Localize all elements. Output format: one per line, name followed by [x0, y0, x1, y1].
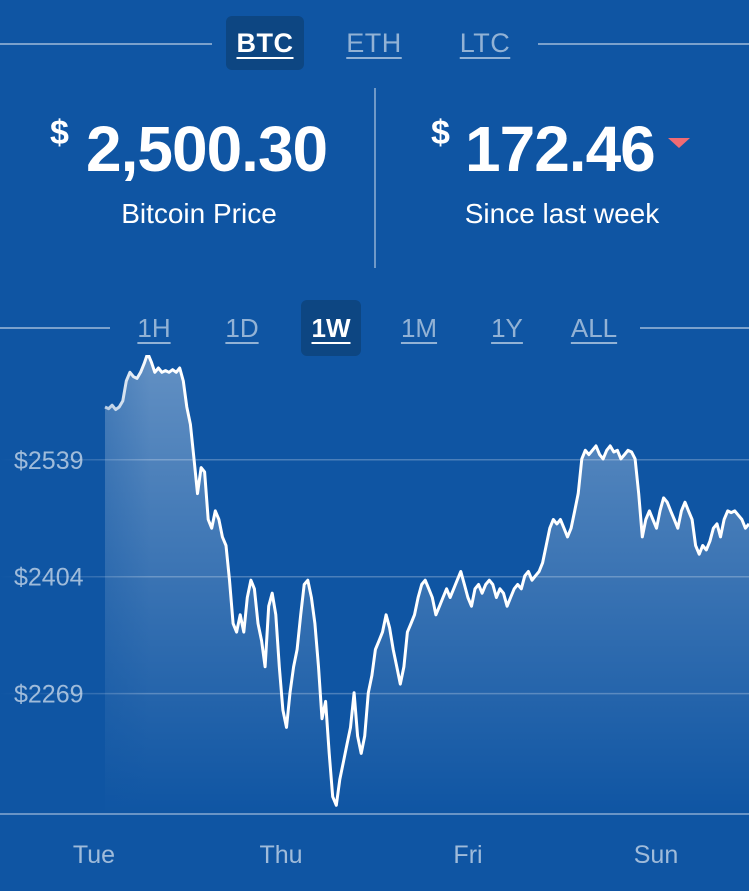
tab-btc[interactable]: BTC [226, 16, 304, 70]
tab-1w[interactable]: 1W [301, 300, 361, 356]
tab-1h[interactable]: 1H [137, 313, 171, 343]
change-label: Since last week [464, 198, 660, 229]
chart-left-fade [0, 355, 150, 815]
range-tab-bar: 1H 1D 1W 1M 1Y ALL [0, 300, 749, 356]
stat-divider [374, 88, 376, 268]
tab-ltc[interactable]: LTC [459, 28, 511, 58]
y-tick-label: $2269 [14, 681, 84, 709]
price-chart: $2539 $2404 $2269 Tue Thu Fri Sun [0, 355, 749, 869]
bitcoin-price-stat: $ 2,500.30 Bitcoin Price [34, 108, 364, 230]
tab-eth[interactable]: ETH [346, 28, 402, 58]
x-tick-label: Tue [73, 841, 115, 869]
y-tick-label: $2539 [14, 447, 84, 475]
price-label: Bitcoin Price [121, 198, 277, 229]
tab-1y[interactable]: 1Y [491, 313, 523, 343]
tab-all[interactable]: ALL [570, 313, 618, 343]
x-tick-label: Fri [453, 841, 482, 869]
currency-tab-bar: BTC ETH LTC [0, 16, 749, 72]
currency-tab-divider-left [0, 43, 212, 45]
y-tick-label: $2404 [14, 564, 84, 592]
change-value: 172.46 [465, 113, 656, 185]
range-tab-divider-right [640, 327, 749, 329]
currency-tab-divider-right [538, 43, 749, 45]
tab-1d[interactable]: 1D [225, 313, 259, 343]
price-line [104, 355, 749, 807]
price-value: 2,500.30 [86, 113, 328, 185]
x-tick-label: Sun [634, 841, 678, 869]
change-currency-symbol: $ [431, 114, 450, 152]
price-change-stat: $ 172.46 Since last week [397, 108, 727, 230]
x-tick-label: Thu [259, 841, 302, 869]
range-tab-divider-left [0, 327, 110, 329]
price-currency-symbol: $ [50, 114, 69, 152]
down-arrow-icon [668, 138, 690, 148]
tab-1m[interactable]: 1M [400, 313, 438, 343]
